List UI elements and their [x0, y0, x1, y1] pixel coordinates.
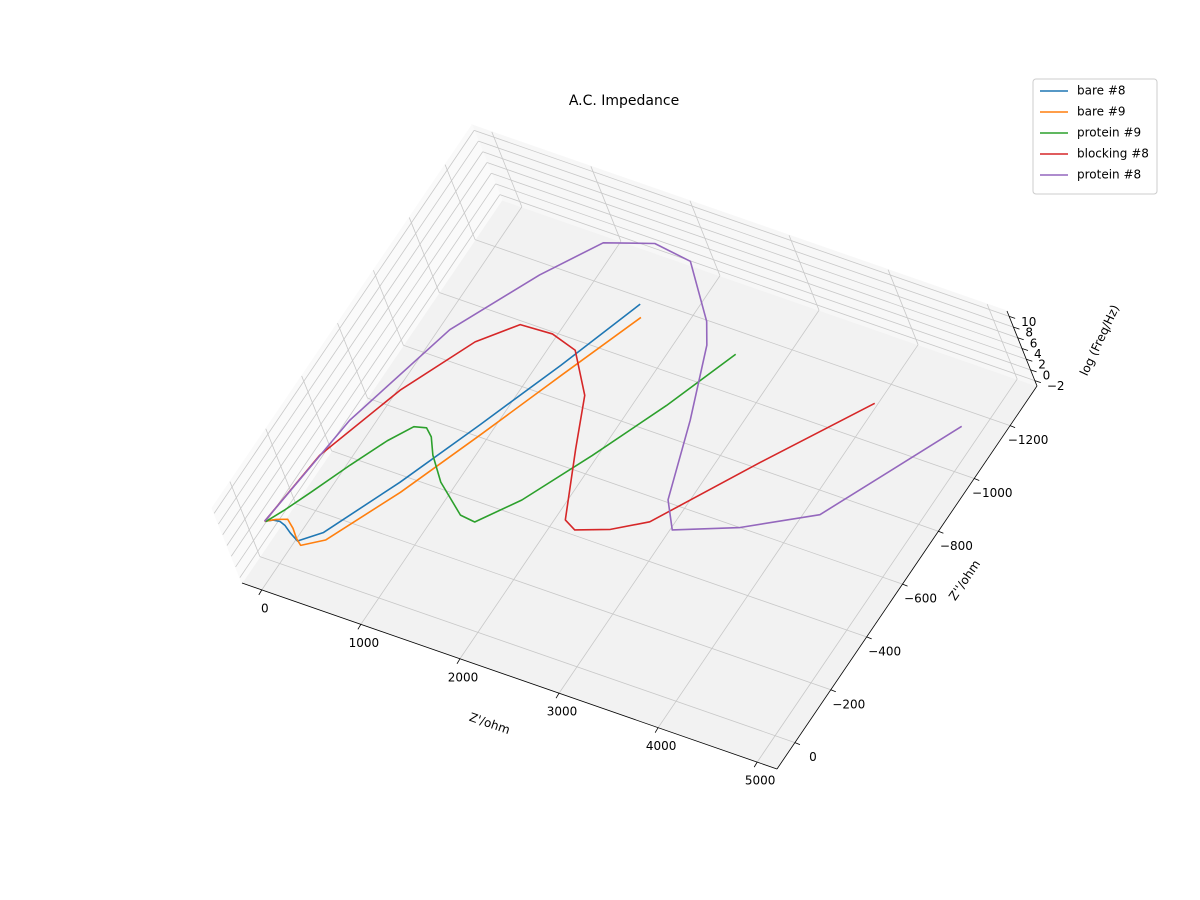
grid-line — [657, 344, 919, 728]
z-tick — [1017, 337, 1024, 341]
z-axis-label: log (Freq/Hz) — [1077, 303, 1122, 378]
series-line — [263, 241, 963, 531]
grid-line — [482, 151, 1018, 339]
y-tick-label: 0 — [809, 750, 817, 764]
grid-line — [360, 241, 622, 625]
legend-label: protein #8 — [1077, 168, 1141, 182]
grid-line — [491, 172, 1027, 360]
grid-line — [331, 450, 867, 638]
y-tick — [1009, 425, 1016, 428]
z-tick — [1009, 315, 1016, 319]
z-tick-label: 2 — [1038, 358, 1046, 372]
x-tick-label: 4000 — [646, 739, 677, 753]
x-axis-label: Z'/ohm — [467, 710, 511, 737]
x-tick-label: 0 — [261, 601, 269, 615]
z-tick — [1021, 348, 1029, 351]
y-tick — [830, 689, 836, 693]
legend-box — [1032, 78, 1158, 195]
z-tick — [1034, 380, 1041, 384]
chart-title: A.C. Impedance — [569, 93, 679, 109]
grid-line — [239, 194, 501, 578]
x-tick — [357, 624, 362, 630]
grid-line — [558, 309, 820, 694]
y-tick-label: −600 — [904, 592, 937, 606]
grid-line — [295, 503, 831, 691]
y-tick-label: −1200 — [1008, 433, 1049, 447]
grid-line — [213, 130, 475, 514]
z-tick-label: 10 — [1021, 315, 1036, 329]
grid-line — [222, 151, 484, 536]
x-tick-label: 5000 — [745, 774, 776, 788]
z-tick-label: 8 — [1025, 326, 1033, 340]
grid-line — [486, 162, 1023, 349]
grid-line — [495, 183, 1031, 371]
grid-line — [478, 140, 1014, 328]
z-tick — [1030, 369, 1037, 373]
legend-label: bare #9 — [1077, 105, 1126, 119]
x-tick — [753, 761, 758, 768]
grid-line — [367, 397, 903, 585]
legend-label: blocking #8 — [1077, 147, 1149, 161]
y-tick-label: −800 — [940, 539, 973, 553]
grid-line — [259, 556, 796, 743]
grid-line — [474, 239, 1011, 426]
legend-label: bare #8 — [1077, 84, 1126, 98]
z-tick-label: 6 — [1030, 336, 1038, 350]
z-tick — [1013, 326, 1020, 330]
x-tick — [258, 589, 263, 596]
z-tick-label: 0 — [1043, 368, 1051, 382]
y-tick — [902, 583, 908, 587]
x-tick-label: 1000 — [349, 636, 380, 650]
x-tick — [555, 693, 560, 699]
grid-line — [226, 162, 488, 546]
series-line — [264, 316, 642, 547]
y-tick — [974, 478, 980, 481]
grid-line — [439, 292, 975, 479]
grid-line — [499, 194, 1035, 382]
y-axis-label: Z''/ohm — [946, 557, 983, 603]
y-tick-label: −400 — [868, 644, 901, 658]
grid-line — [474, 129, 1010, 317]
grid-line — [261, 206, 523, 591]
z-tick — [1026, 358, 1033, 362]
x-tick-label: 3000 — [547, 705, 578, 719]
series-line — [265, 353, 737, 523]
series-line — [263, 323, 876, 531]
legend-label: protein #9 — [1077, 126, 1141, 140]
y-tick — [794, 742, 801, 745]
y-axis — [776, 385, 1038, 770]
grid-line — [403, 344, 939, 532]
y-tick — [938, 530, 944, 534]
y-tick-label: −200 — [832, 697, 865, 711]
z-tick-label: −2 — [1047, 379, 1065, 393]
y-tick — [866, 636, 872, 640]
grid-line — [459, 275, 721, 660]
y-tick-label: −1000 — [972, 486, 1013, 500]
x-tick — [456, 658, 461, 664]
x-axis — [241, 582, 778, 770]
grid-line — [756, 378, 1018, 763]
z-axis — [1006, 310, 1038, 387]
grid-line — [230, 172, 492, 557]
x-tick — [654, 727, 659, 733]
z-tick-label: 4 — [1034, 347, 1042, 361]
x-tick-label: 2000 — [448, 670, 479, 684]
grid-line — [218, 140, 479, 525]
